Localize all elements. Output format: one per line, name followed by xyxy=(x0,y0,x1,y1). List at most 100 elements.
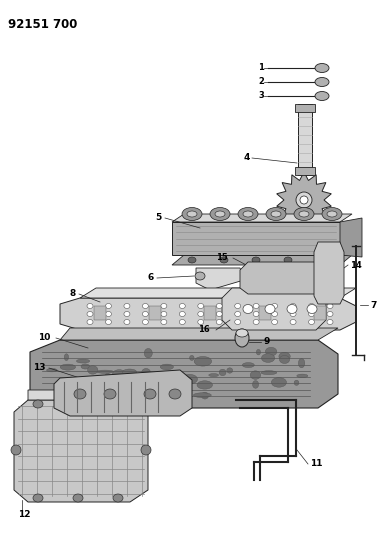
Ellipse shape xyxy=(227,368,233,373)
Ellipse shape xyxy=(300,196,308,204)
Ellipse shape xyxy=(160,364,173,370)
Ellipse shape xyxy=(142,311,148,317)
Text: 13: 13 xyxy=(33,364,46,373)
Ellipse shape xyxy=(266,207,286,221)
Ellipse shape xyxy=(297,374,308,377)
Polygon shape xyxy=(196,268,244,290)
Ellipse shape xyxy=(87,311,93,317)
Ellipse shape xyxy=(142,303,148,309)
Ellipse shape xyxy=(220,257,228,263)
Polygon shape xyxy=(222,288,326,330)
Ellipse shape xyxy=(11,445,21,455)
Polygon shape xyxy=(54,370,192,416)
Ellipse shape xyxy=(144,349,152,358)
Ellipse shape xyxy=(182,207,202,221)
Polygon shape xyxy=(14,400,148,502)
Ellipse shape xyxy=(216,319,222,325)
Ellipse shape xyxy=(271,377,286,387)
Ellipse shape xyxy=(261,371,277,375)
Ellipse shape xyxy=(169,389,181,399)
Ellipse shape xyxy=(97,370,114,373)
Polygon shape xyxy=(204,306,216,320)
Ellipse shape xyxy=(290,319,296,325)
Ellipse shape xyxy=(253,319,259,325)
Text: 7: 7 xyxy=(370,301,376,310)
Ellipse shape xyxy=(65,383,75,391)
Ellipse shape xyxy=(179,319,185,325)
Polygon shape xyxy=(30,340,338,408)
Ellipse shape xyxy=(87,319,93,325)
Ellipse shape xyxy=(287,304,297,313)
Ellipse shape xyxy=(197,381,213,389)
Ellipse shape xyxy=(124,311,130,317)
Text: 12: 12 xyxy=(18,510,31,519)
Ellipse shape xyxy=(60,364,76,370)
Polygon shape xyxy=(172,222,340,255)
Ellipse shape xyxy=(113,400,123,408)
Text: 16: 16 xyxy=(198,326,210,335)
Ellipse shape xyxy=(298,359,305,368)
Ellipse shape xyxy=(316,257,324,263)
Ellipse shape xyxy=(322,207,342,221)
Ellipse shape xyxy=(235,303,241,309)
Ellipse shape xyxy=(294,380,299,385)
Ellipse shape xyxy=(106,303,111,309)
Ellipse shape xyxy=(296,192,312,208)
Polygon shape xyxy=(94,306,106,320)
Ellipse shape xyxy=(315,92,329,101)
Ellipse shape xyxy=(123,369,137,375)
Ellipse shape xyxy=(161,319,167,325)
Ellipse shape xyxy=(33,494,43,502)
Polygon shape xyxy=(314,306,326,320)
Polygon shape xyxy=(340,218,362,257)
Ellipse shape xyxy=(216,303,222,309)
Polygon shape xyxy=(298,104,312,175)
Ellipse shape xyxy=(210,207,230,221)
Ellipse shape xyxy=(242,362,254,368)
Ellipse shape xyxy=(164,380,173,389)
Ellipse shape xyxy=(161,303,167,309)
Ellipse shape xyxy=(73,494,83,502)
Polygon shape xyxy=(60,328,338,340)
Ellipse shape xyxy=(272,303,278,309)
Ellipse shape xyxy=(327,311,333,317)
Ellipse shape xyxy=(216,311,222,317)
Ellipse shape xyxy=(57,389,64,395)
Ellipse shape xyxy=(87,303,93,309)
Ellipse shape xyxy=(307,304,317,313)
Ellipse shape xyxy=(141,445,151,455)
Ellipse shape xyxy=(106,319,111,325)
Ellipse shape xyxy=(290,311,296,317)
Text: 3: 3 xyxy=(258,92,264,101)
Ellipse shape xyxy=(209,374,218,377)
Ellipse shape xyxy=(33,400,43,408)
Text: 2: 2 xyxy=(258,77,264,86)
Ellipse shape xyxy=(250,371,261,379)
Ellipse shape xyxy=(271,211,281,217)
Text: 8: 8 xyxy=(70,289,76,298)
Ellipse shape xyxy=(198,303,204,309)
Text: 4: 4 xyxy=(244,154,250,163)
Ellipse shape xyxy=(308,311,315,317)
Ellipse shape xyxy=(64,354,69,360)
Ellipse shape xyxy=(236,329,248,337)
Polygon shape xyxy=(172,255,352,265)
Ellipse shape xyxy=(235,311,241,317)
Ellipse shape xyxy=(252,257,260,263)
Ellipse shape xyxy=(161,311,167,317)
Polygon shape xyxy=(259,306,271,320)
Polygon shape xyxy=(314,242,344,304)
Ellipse shape xyxy=(308,319,315,325)
Ellipse shape xyxy=(294,207,314,221)
Ellipse shape xyxy=(253,381,258,388)
Text: 9: 9 xyxy=(264,337,270,346)
Polygon shape xyxy=(295,167,315,175)
Text: 14: 14 xyxy=(350,261,362,270)
Ellipse shape xyxy=(201,392,209,399)
Ellipse shape xyxy=(279,352,290,360)
Ellipse shape xyxy=(253,311,259,317)
Ellipse shape xyxy=(188,257,196,263)
Polygon shape xyxy=(80,288,356,298)
Text: 6: 6 xyxy=(148,273,154,282)
Ellipse shape xyxy=(299,211,309,217)
